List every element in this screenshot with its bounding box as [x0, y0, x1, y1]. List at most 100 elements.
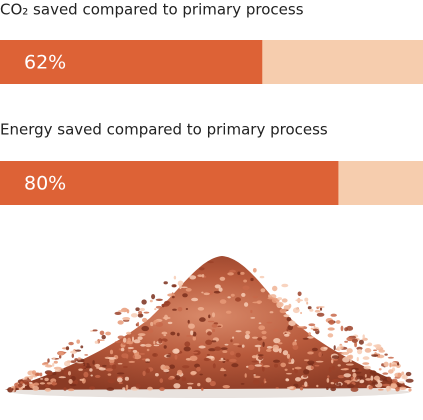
granule [319, 307, 323, 311]
granule [114, 341, 122, 343]
granule [177, 369, 183, 376]
granule [39, 382, 46, 385]
granule [356, 346, 363, 351]
granule [248, 364, 255, 370]
granule [357, 348, 363, 355]
granule [229, 269, 236, 273]
granule [184, 341, 191, 347]
granule [377, 388, 384, 391]
granule [107, 378, 115, 384]
granule [243, 279, 248, 283]
granule [220, 347, 228, 350]
granule [82, 362, 86, 365]
granule [241, 292, 246, 297]
granule [244, 373, 247, 378]
granule [294, 339, 297, 342]
granule [167, 321, 173, 325]
granule [219, 299, 227, 304]
granule [326, 386, 329, 390]
granule [89, 386, 96, 390]
granule [109, 349, 114, 355]
granule [263, 365, 270, 368]
granule [346, 325, 354, 331]
granule [222, 385, 230, 389]
granule [208, 348, 216, 352]
granule [163, 369, 170, 373]
granule [261, 382, 264, 386]
granule [78, 368, 83, 371]
granule [286, 386, 294, 389]
granule [85, 365, 92, 369]
granule [127, 347, 134, 349]
granule [117, 362, 123, 365]
granule [252, 379, 260, 385]
granule [358, 384, 366, 388]
granule [187, 319, 190, 324]
granule [138, 352, 146, 355]
granule [259, 275, 265, 279]
granule [218, 359, 226, 362]
granule [307, 351, 314, 355]
granule [282, 350, 289, 356]
granule [364, 348, 372, 353]
granule [346, 348, 353, 354]
granule [141, 325, 149, 332]
granule [397, 362, 400, 366]
granule [197, 382, 201, 387]
granule [222, 350, 228, 353]
granule [144, 343, 152, 348]
granule [244, 302, 249, 307]
granule [188, 323, 195, 329]
granule [292, 368, 295, 370]
granule [355, 371, 362, 374]
granule [369, 370, 377, 375]
granule [39, 372, 43, 377]
bar-title: Energy saved compared to primary process [0, 121, 328, 139]
granule [135, 307, 140, 312]
granule [230, 293, 235, 297]
granule [223, 373, 227, 377]
granule [94, 363, 101, 368]
granule [196, 366, 201, 372]
granule [286, 353, 290, 359]
granule [33, 382, 40, 386]
granule [349, 359, 352, 363]
granule [214, 284, 221, 289]
granule [155, 298, 163, 301]
granule [190, 330, 194, 336]
granule [174, 354, 178, 360]
granule [346, 336, 354, 342]
granule [310, 365, 314, 370]
granule [328, 366, 332, 373]
granule [117, 335, 125, 340]
granule [147, 328, 154, 334]
granule [345, 363, 354, 366]
granule [182, 365, 190, 369]
granule [311, 347, 318, 352]
granule [272, 285, 278, 292]
granule [240, 383, 245, 385]
granule [257, 337, 263, 341]
granule [209, 380, 216, 387]
granule [131, 334, 135, 337]
granule [371, 381, 378, 385]
granule [367, 380, 372, 384]
granule [194, 363, 200, 368]
granule [137, 333, 146, 337]
granule [47, 358, 50, 363]
granule [203, 292, 210, 296]
granule [260, 288, 266, 293]
granule [117, 320, 124, 325]
granule [405, 378, 414, 383]
granule [182, 293, 188, 298]
granule [142, 317, 148, 323]
granule [356, 357, 359, 362]
granule [92, 360, 95, 365]
granule [111, 364, 117, 370]
granule [233, 343, 240, 346]
granule [390, 383, 398, 389]
granule [163, 365, 170, 370]
granule [42, 362, 46, 366]
granule [283, 314, 290, 318]
granule [120, 347, 125, 352]
